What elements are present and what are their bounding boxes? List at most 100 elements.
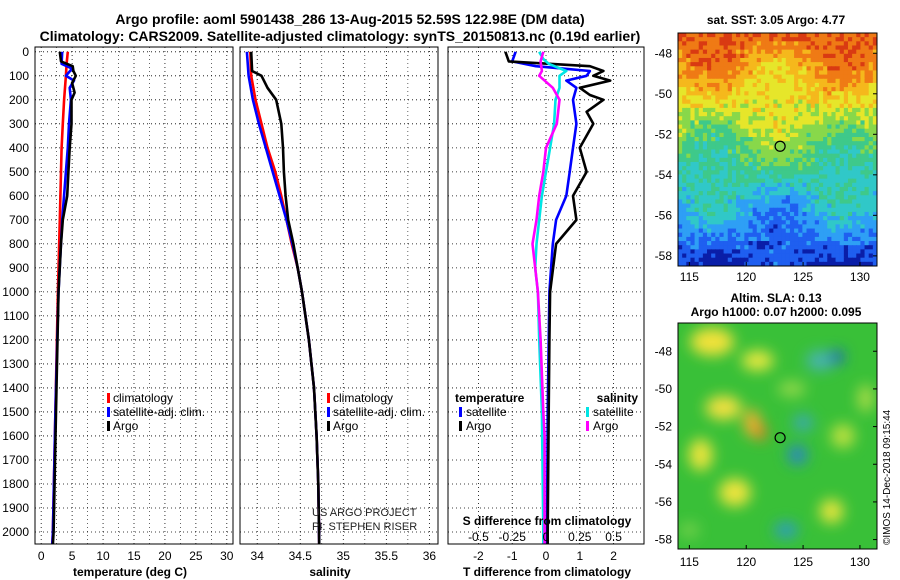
sst-cell bbox=[852, 203, 857, 209]
sst-cell bbox=[736, 182, 741, 188]
sst-cell bbox=[702, 228, 708, 234]
sst-cell bbox=[707, 166, 712, 171]
sst-cell bbox=[731, 128, 737, 134]
sst-cell bbox=[872, 211, 877, 217]
sst-cell bbox=[856, 132, 862, 138]
legend-label-satellite: satellite-adj. clim. bbox=[333, 405, 425, 419]
sst-cell bbox=[769, 149, 774, 155]
sst-cell bbox=[814, 53, 820, 59]
sst-cell bbox=[777, 178, 783, 184]
sst-cell bbox=[831, 211, 837, 217]
sst-cell bbox=[698, 228, 704, 234]
sst-cell bbox=[690, 220, 696, 225]
sst-cell bbox=[752, 199, 758, 205]
sst-cell bbox=[798, 232, 803, 238]
sst-cell bbox=[760, 174, 766, 180]
sst-cell bbox=[773, 253, 779, 259]
sst-cell bbox=[835, 207, 841, 213]
sst-cell bbox=[802, 74, 808, 80]
sst-cell bbox=[678, 170, 683, 176]
sst-cell bbox=[864, 253, 870, 259]
sst-cell bbox=[777, 128, 783, 134]
sst-cell bbox=[835, 137, 841, 142]
sst-cell bbox=[831, 228, 837, 234]
depth-tick-label: 800 bbox=[9, 237, 29, 251]
sst-cell bbox=[748, 211, 754, 217]
sst-cell bbox=[694, 41, 700, 47]
sst-cell bbox=[818, 103, 824, 109]
sst-cell bbox=[736, 220, 741, 225]
sst-cell bbox=[781, 220, 787, 225]
sst-cell bbox=[777, 87, 783, 92]
sst-cell bbox=[872, 161, 877, 167]
sst-cell bbox=[765, 207, 770, 213]
sst-cell bbox=[773, 203, 779, 209]
sst-cell bbox=[835, 45, 841, 51]
sst-cell bbox=[872, 49, 877, 55]
sst-cell bbox=[823, 195, 828, 201]
legend-label-s-satellite: satellite bbox=[593, 405, 634, 419]
sst-cell bbox=[806, 91, 812, 97]
sst-cell bbox=[789, 161, 795, 167]
sst-cell bbox=[847, 228, 853, 234]
sst-cell bbox=[852, 241, 857, 246]
sst-cell bbox=[843, 70, 849, 76]
sst-cell bbox=[678, 82, 683, 88]
sst-cell bbox=[698, 224, 704, 230]
sst-cell bbox=[860, 245, 866, 250]
sst-cell bbox=[715, 103, 721, 109]
sst-cell bbox=[852, 74, 857, 80]
sst-cell bbox=[868, 224, 874, 230]
sst-cell bbox=[798, 91, 803, 97]
sst-cell bbox=[752, 253, 758, 259]
sst-cell bbox=[789, 249, 795, 255]
sst-cell bbox=[872, 99, 877, 105]
sst-cell bbox=[831, 153, 837, 159]
sst-cell bbox=[798, 70, 803, 76]
sst-cell bbox=[847, 249, 853, 255]
sst-cell bbox=[843, 195, 849, 201]
sst-cell bbox=[839, 33, 845, 38]
sst-cell bbox=[686, 91, 692, 97]
sst-cell bbox=[765, 95, 770, 101]
sst-cell bbox=[686, 199, 692, 205]
sst-cell bbox=[744, 241, 750, 246]
sst-cell bbox=[868, 124, 874, 130]
sst-cell bbox=[802, 216, 808, 221]
sst-cell bbox=[852, 57, 857, 63]
sst-cell bbox=[856, 141, 862, 146]
sst-cell bbox=[702, 261, 708, 266]
sst-map-panel: sat. SST: 3.05 Argo: 4.77 115 120 125 130-4… bbox=[655, 13, 878, 284]
sst-cell bbox=[756, 99, 762, 105]
sst-cell bbox=[686, 174, 692, 180]
sst-cell bbox=[752, 145, 758, 151]
sst-cell bbox=[769, 161, 774, 167]
sst-cell bbox=[723, 161, 729, 167]
sst-cell bbox=[872, 178, 877, 184]
s-tick-label: 0.25 bbox=[568, 530, 592, 544]
sst-cell bbox=[839, 186, 845, 192]
sst-cell bbox=[810, 236, 816, 242]
sst-cell bbox=[736, 166, 741, 171]
y-tick-label: -48 bbox=[655, 344, 673, 358]
sst-cell bbox=[765, 157, 770, 163]
sst-cell bbox=[868, 261, 874, 266]
sst-cell bbox=[765, 99, 770, 105]
sst-cell bbox=[839, 211, 845, 217]
sst-cell bbox=[781, 166, 787, 171]
sst-cell bbox=[715, 128, 721, 134]
sst-cell bbox=[827, 211, 832, 217]
sst-cell bbox=[843, 33, 849, 38]
sst-cell bbox=[872, 116, 877, 121]
sst-cell bbox=[823, 74, 828, 80]
sst-cell bbox=[702, 178, 708, 184]
sst-cell bbox=[789, 120, 795, 126]
sst-cell bbox=[814, 257, 820, 263]
sst-cell bbox=[847, 153, 853, 159]
legend-label-s-argo: Argo bbox=[593, 419, 619, 433]
sst-cell bbox=[806, 261, 812, 266]
sst-cell bbox=[731, 161, 737, 167]
sst-cell bbox=[727, 78, 733, 84]
sst-cell bbox=[831, 82, 837, 88]
sst-cell bbox=[818, 241, 824, 246]
